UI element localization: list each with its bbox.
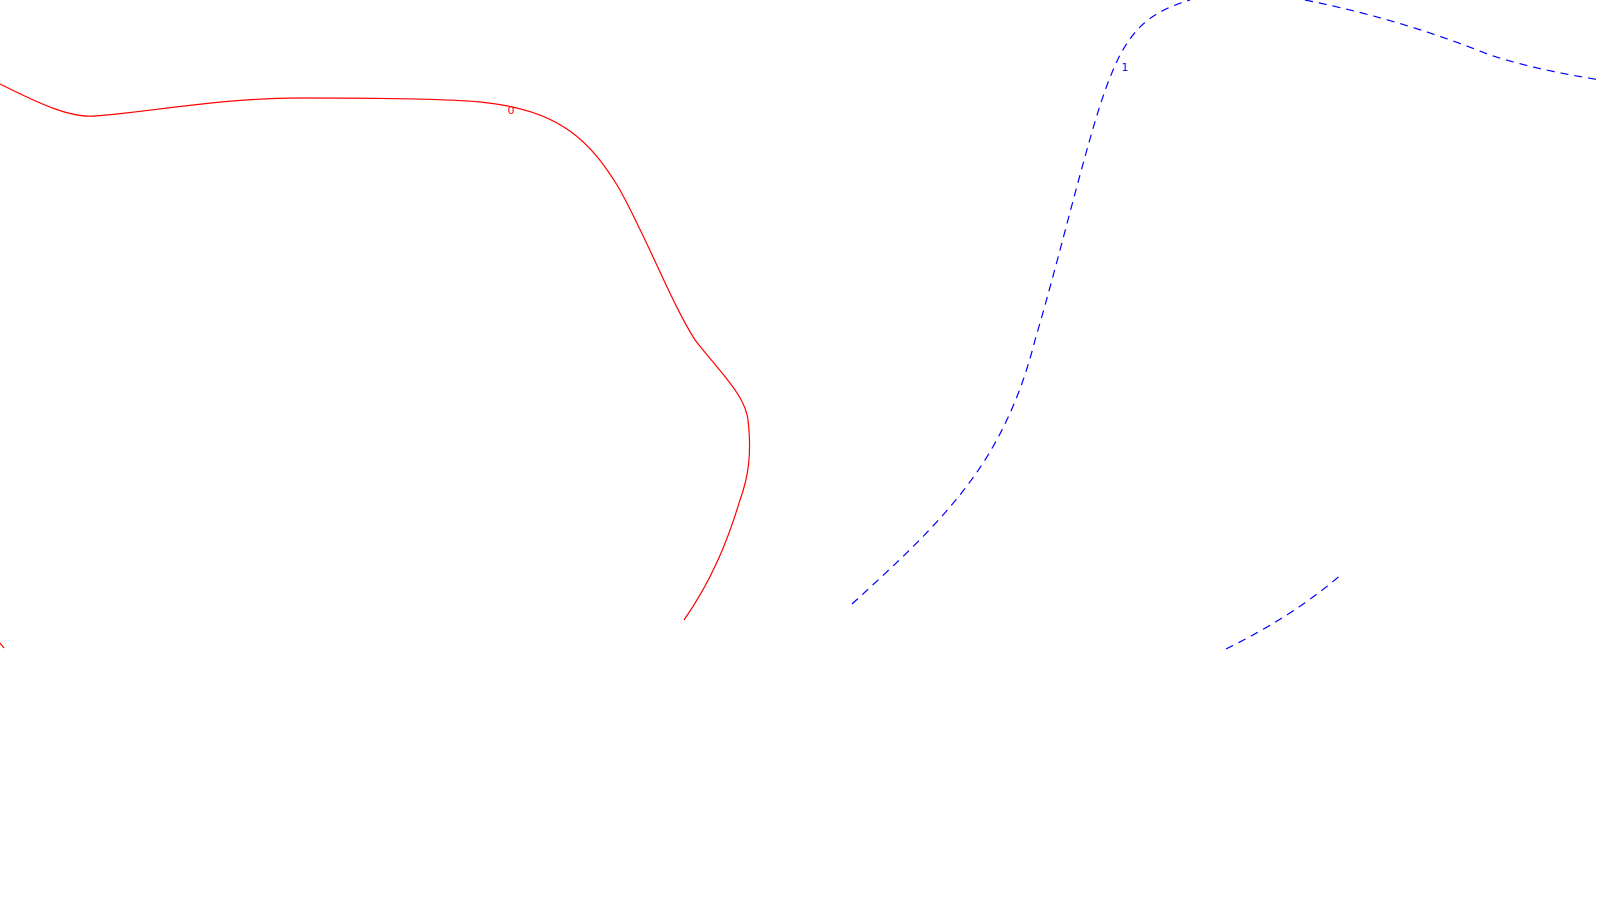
contour-1-upper-branch	[1304, 0, 1600, 81]
contour-1-line	[851, 0, 1191, 605]
contour-0-line	[0, 83, 751, 621]
contour-1-lower-fragment	[1225, 573, 1343, 650]
contour-0-fragment	[0, 642, 5, 649]
contour-1-label: 1	[1122, 61, 1129, 74]
contour-0-label: 0	[508, 104, 515, 117]
